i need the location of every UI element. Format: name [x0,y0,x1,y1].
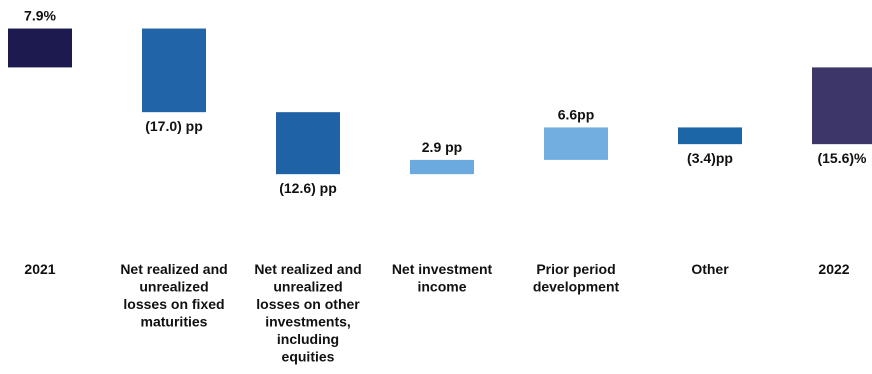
category-label-4: Net investment income [392,261,493,295]
data-label-4: 2.9 pp [422,139,462,155]
bars-group [8,28,872,175]
category-label-line: investments, [265,314,351,330]
category-label-line: income [417,279,466,295]
category-label-line: maturities [141,314,208,330]
category-label-line: Prior period [536,261,615,277]
bar-6 [678,127,742,145]
category-label-line: Net investment [392,261,493,277]
category-label-2: Net realized and unrealized losses on fixe… [120,261,227,330]
bar-7 [812,67,872,145]
category-label-line: unrealized [139,279,208,295]
category-label-7: 2022 [818,261,849,277]
bar-5 [544,127,608,160]
category-label-line: 2022 [818,261,849,277]
category-label-line: unrealized [273,279,342,295]
bar-2 [142,28,206,113]
data-label-1: 7.9% [24,8,56,24]
category-label-1: 2021 [24,261,55,277]
data-label-6: (3.4)pp [687,150,733,166]
category-label-line: equities [282,349,335,365]
category-label-line: losses on other [256,296,360,312]
category-label-5: Prior period development [533,261,620,295]
category-label-3: Net realized and unrealized losses on othe… [254,261,361,365]
data-labels-group: 7.9% (17.0) pp (12.6) pp 2.9 pp 6.6pp (3.4)pp… [24,8,867,197]
category-label-line: development [533,279,620,295]
category-label-line: Net realized and [254,261,361,277]
category-label-line: including [277,331,339,347]
data-label-7: (15.6)% [817,150,867,166]
bar-1 [8,28,72,68]
category-label-line: losses on fixed [123,296,224,312]
category-label-line: 2021 [24,261,55,277]
category-label-line: Other [691,261,729,277]
data-label-3: (12.6) pp [279,180,337,196]
category-labels-group: 2021 Net realized and unrealized losses on … [24,261,849,365]
category-label-line: Net realized and [120,261,227,277]
category-label-6: Other [691,261,729,277]
data-label-5: 6.6pp [558,106,595,122]
data-label-2: (17.0) pp [145,118,203,134]
bar-3 [276,112,340,175]
bar-4 [410,159,474,175]
